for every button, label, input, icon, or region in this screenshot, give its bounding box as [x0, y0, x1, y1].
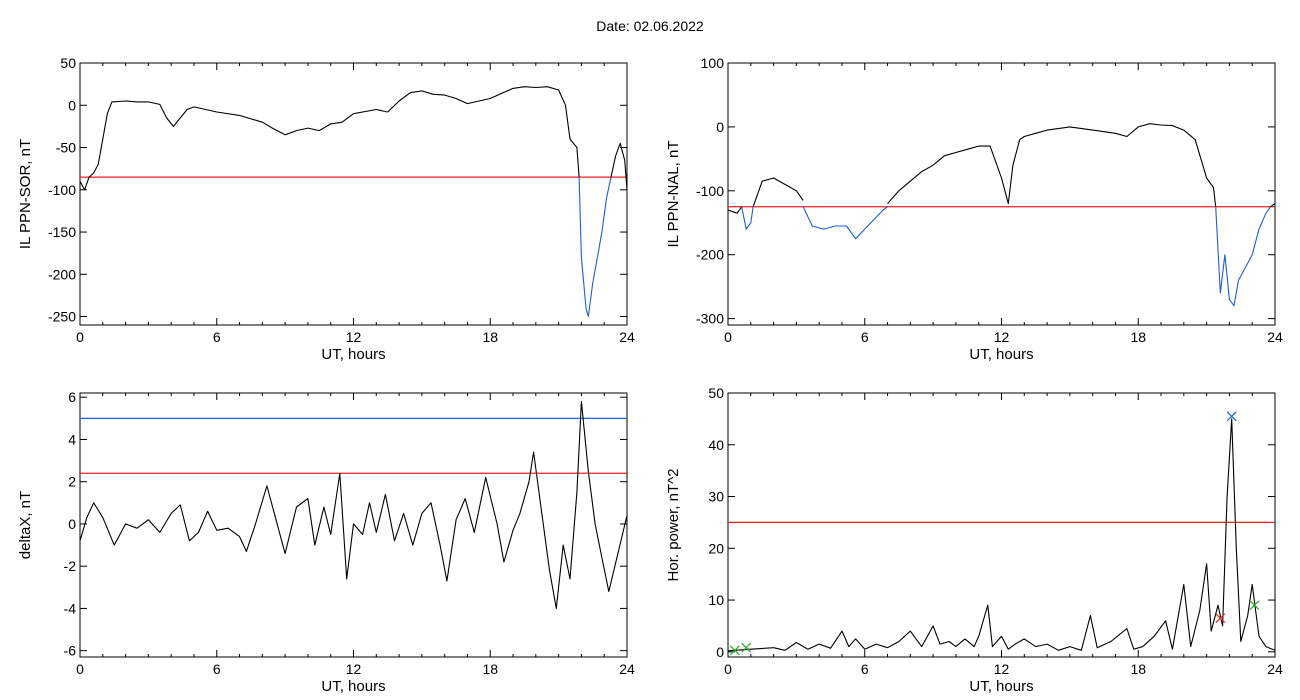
cross-marker-green	[741, 642, 752, 653]
y-tick-label: 50	[60, 55, 76, 71]
x-tick-label: 12	[346, 329, 362, 345]
x-tick-label: 18	[1130, 661, 1146, 677]
cross-marker-blue	[1226, 411, 1237, 422]
x-tick-label: 24	[1267, 661, 1283, 677]
plot-area	[728, 411, 1275, 656]
y-tick-label: 4	[68, 431, 76, 447]
cross-marker-stroke	[729, 645, 740, 656]
y-tick-label: -4	[64, 600, 77, 616]
cross-marker-stroke	[1226, 411, 1237, 422]
series-line-blue-3	[802, 206, 888, 240]
x-tick-label: 24	[619, 661, 635, 677]
panel-hpower: 0 6 12 18 24 50 40 30 20 10 0 UT, hours Hor. power, …	[665, 385, 1283, 695]
y-tick-label: 0	[716, 119, 724, 135]
series-line-black-0	[80, 400, 627, 609]
y-axis-label: Hor. power, nT^2	[665, 469, 682, 582]
x-tick-label: 24	[1267, 329, 1283, 345]
y-tick-label: -150	[48, 224, 76, 240]
y-tick-label: 100	[701, 55, 725, 71]
x-tick-label: 0	[724, 329, 732, 345]
x-axis-label: UT, hours	[321, 346, 385, 363]
y-tick-label: 10	[708, 592, 724, 608]
y-tick-label: -100	[48, 182, 76, 198]
y-tick-label: -300	[696, 311, 724, 327]
x-tick-label: 6	[213, 661, 221, 677]
cross-marker-stroke	[1249, 600, 1260, 611]
y-tick-label: -250	[48, 309, 76, 325]
panel-nal: 0 6 12 18 24 100 0 -100 -200 -300 UT, hours IL PPN-…	[665, 55, 1283, 363]
series-line-black-0	[728, 418, 1275, 652]
x-tick-label: 0	[76, 329, 84, 345]
y-tick-label: 20	[708, 540, 724, 556]
x-tick-label: 0	[724, 661, 732, 677]
plot-area	[80, 86, 627, 318]
x-tick-label: 12	[346, 661, 362, 677]
series-line-black-0	[80, 86, 580, 191]
x-tick-label: 0	[76, 661, 84, 677]
series-line-black-4	[887, 123, 1217, 207]
y-axis-label: IL PPN-SOR, nT	[17, 139, 34, 249]
series-line-black-6	[1270, 203, 1275, 208]
y-tick-label: -200	[48, 266, 76, 282]
x-tick-label: 6	[861, 329, 869, 345]
plot-frame	[79, 62, 628, 326]
x-tick-label: 18	[1130, 329, 1146, 345]
y-tick-label: 50	[708, 385, 724, 401]
x-tick-label: 12	[994, 329, 1010, 345]
x-axis-label: UT, hours	[969, 346, 1033, 363]
panel-sor: 0 6 12 18 24 50 0 -50 -100 -150 -200 -250 UT, hours I…	[17, 55, 635, 363]
series-line-black-0	[728, 206, 743, 214]
y-tick-label: 0	[68, 97, 76, 113]
cross-marker-green	[729, 645, 740, 656]
y-tick-label: 30	[708, 489, 724, 505]
series-line-blue-1	[741, 206, 754, 230]
plot-frame	[727, 62, 1276, 326]
x-axis-label: UT, hours	[969, 678, 1033, 695]
y-tick-label: 6	[68, 389, 76, 405]
plot-area	[80, 400, 627, 609]
cross-marker-stroke	[741, 642, 752, 653]
y-tick-label: -100	[696, 183, 724, 199]
x-tick-label: 18	[482, 329, 498, 345]
y-tick-label: -200	[696, 247, 724, 263]
series-line-blue-5	[1215, 206, 1271, 307]
y-tick-label: 0	[716, 644, 724, 660]
cross-marker-red	[1215, 613, 1226, 624]
y-tick-label: -6	[64, 643, 77, 659]
x-tick-label: 6	[861, 661, 869, 677]
y-axis-label: deltaX, nT	[17, 491, 34, 559]
panel-deltax: 0 6 12 18 24 6 4 2 0 -2 -4 -6 UT, hours deltaX, nT	[17, 389, 635, 695]
plot-frame	[727, 392, 1276, 658]
cross-marker-stroke	[1215, 613, 1226, 624]
y-tick-label: -50	[56, 140, 76, 156]
series-line-black-2	[752, 177, 804, 207]
x-tick-label: 18	[482, 661, 498, 677]
plot-area	[728, 123, 1275, 307]
series-line-black-2	[610, 142, 627, 190]
x-tick-label: 6	[213, 329, 221, 345]
y-axis-label: IL PPN-NAL, nT	[665, 141, 682, 248]
y-tick-label: -2	[64, 558, 77, 574]
y-tick-label: 0	[68, 516, 76, 532]
cross-marker-green	[1249, 600, 1260, 611]
y-tick-label: 2	[68, 474, 76, 490]
x-tick-label: 12	[994, 661, 1010, 677]
x-tick-label: 24	[619, 329, 635, 345]
y-tick-label: 40	[708, 437, 724, 453]
x-axis-label: UT, hours	[321, 678, 385, 695]
series-line-blue-1	[578, 176, 612, 318]
figure-date-title: Date: 02.06.2022	[596, 18, 704, 34]
